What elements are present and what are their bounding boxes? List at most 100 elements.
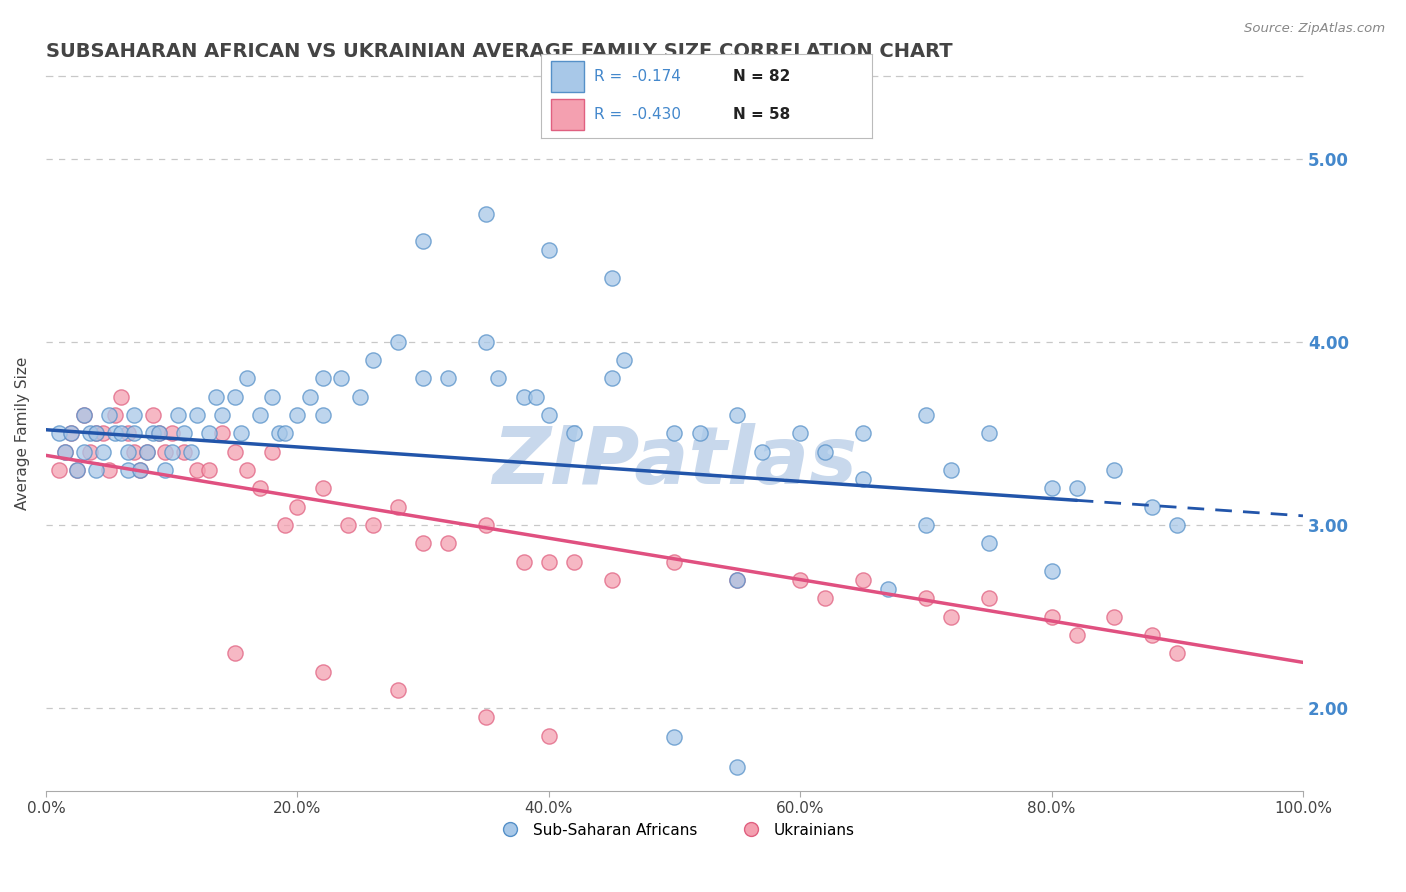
Point <box>211 426 233 441</box>
Point <box>751 444 773 458</box>
Point <box>91 426 114 441</box>
Point <box>122 408 145 422</box>
Point <box>939 609 962 624</box>
Point <box>600 371 623 385</box>
Point <box>689 426 711 441</box>
Point <box>311 371 333 385</box>
Point <box>110 426 132 441</box>
Point <box>814 444 837 458</box>
Point <box>1166 646 1188 660</box>
Point <box>915 591 938 606</box>
Point <box>186 408 208 422</box>
Point <box>361 518 384 533</box>
Point <box>110 390 132 404</box>
Point <box>852 573 875 587</box>
Point <box>336 518 359 533</box>
Point <box>122 426 145 441</box>
Text: Source: ZipAtlas.com: Source: ZipAtlas.com <box>1244 22 1385 36</box>
Point <box>1066 481 1088 495</box>
Point <box>437 371 460 385</box>
Point <box>387 500 409 514</box>
Text: N = 82: N = 82 <box>733 69 790 84</box>
Point <box>725 573 748 587</box>
Point <box>249 481 271 495</box>
Point <box>224 646 246 660</box>
Point <box>160 444 183 458</box>
Point <box>298 390 321 404</box>
Point <box>977 536 1000 550</box>
Point <box>97 408 120 422</box>
Point <box>167 408 190 422</box>
Point <box>562 555 585 569</box>
Point <box>600 573 623 587</box>
Point <box>262 390 284 404</box>
Point <box>977 426 1000 441</box>
Point <box>664 426 686 441</box>
Point <box>1040 609 1063 624</box>
Point <box>512 555 534 569</box>
Point <box>148 426 170 441</box>
Point <box>155 463 177 477</box>
Point <box>73 444 96 458</box>
Point <box>412 234 434 248</box>
Text: N = 58: N = 58 <box>733 107 790 122</box>
Point <box>1140 628 1163 642</box>
Point <box>73 408 96 422</box>
Point <box>211 408 233 422</box>
Point <box>915 518 938 533</box>
Text: R =  -0.174: R = -0.174 <box>595 69 681 84</box>
Point <box>412 536 434 550</box>
Point <box>939 463 962 477</box>
Legend: Sub-Saharan Africans, Ukrainians: Sub-Saharan Africans, Ukrainians <box>488 816 860 844</box>
Point <box>84 426 107 441</box>
Point <box>1040 481 1063 495</box>
Point <box>117 426 139 441</box>
Point <box>66 463 89 477</box>
Point <box>524 390 547 404</box>
Point <box>1140 500 1163 514</box>
Point <box>387 682 409 697</box>
Point <box>224 444 246 458</box>
Point <box>475 518 498 533</box>
Point <box>79 444 101 458</box>
Point <box>236 463 259 477</box>
Point <box>537 555 560 569</box>
Point <box>160 426 183 441</box>
FancyBboxPatch shape <box>551 62 585 92</box>
Point <box>262 444 284 458</box>
Point <box>73 408 96 422</box>
Point <box>122 444 145 458</box>
Point <box>148 426 170 441</box>
Point <box>311 665 333 679</box>
Text: R =  -0.430: R = -0.430 <box>595 107 681 122</box>
Point <box>725 760 748 774</box>
Point <box>664 731 686 745</box>
Point <box>117 444 139 458</box>
Point <box>475 710 498 724</box>
Point <box>267 426 290 441</box>
Point <box>53 444 76 458</box>
Point <box>387 334 409 349</box>
Point <box>91 444 114 458</box>
Point <box>173 426 195 441</box>
Point <box>186 463 208 477</box>
Point <box>60 426 83 441</box>
Text: SUBSAHARAN AFRICAN VS UKRAINIAN AVERAGE FAMILY SIZE CORRELATION CHART: SUBSAHARAN AFRICAN VS UKRAINIAN AVERAGE … <box>46 42 953 61</box>
Point <box>224 390 246 404</box>
Y-axis label: Average Family Size: Average Family Size <box>15 357 30 510</box>
Point <box>1104 463 1126 477</box>
Point <box>1104 609 1126 624</box>
Point <box>330 371 353 385</box>
Point <box>437 536 460 550</box>
Point <box>274 426 297 441</box>
Point <box>129 463 152 477</box>
Point <box>48 463 70 477</box>
Point <box>512 390 534 404</box>
Point <box>204 390 226 404</box>
Point <box>412 371 434 385</box>
Point <box>789 426 811 441</box>
Point <box>1066 628 1088 642</box>
Point <box>664 555 686 569</box>
Point <box>173 444 195 458</box>
Point <box>1166 518 1188 533</box>
